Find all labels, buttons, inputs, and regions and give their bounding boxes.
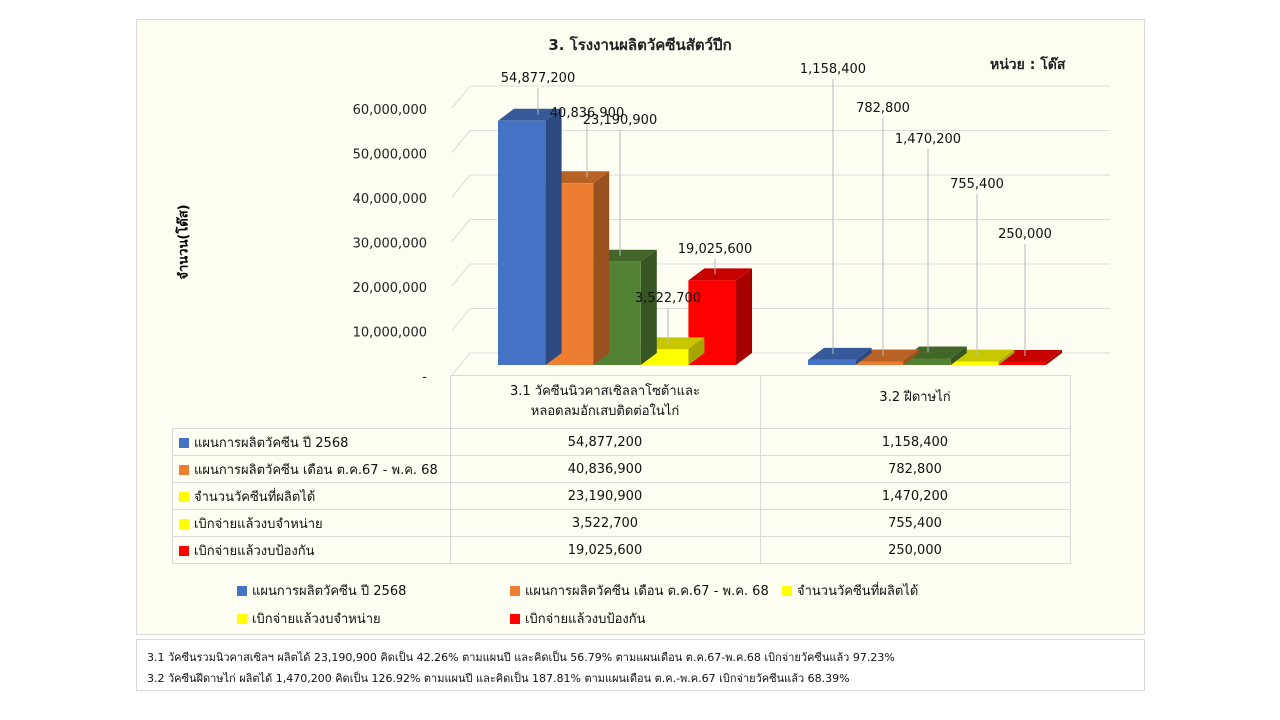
table-row: แผนการผลิตวัคซีน ปี 2568 54,877,200 1,15… (172, 428, 1071, 456)
cell-value: 1,470,200 (759, 482, 1071, 510)
bar-top (498, 108, 562, 121)
bar (903, 358, 951, 365)
y-tick-label: 30,000,000 (353, 237, 427, 252)
cell-value: 755,400 (759, 509, 1071, 537)
y-tick-label: 60,000,000 (353, 103, 427, 118)
cell-value: 782,800 (759, 455, 1071, 483)
bar-top (688, 268, 752, 281)
bar (808, 359, 856, 365)
bar-top (808, 347, 872, 360)
legend-swatch (237, 586, 247, 596)
bar (950, 361, 999, 365)
bar-side (855, 347, 872, 365)
gridline-side (451, 85, 471, 109)
table-header-row: 3.1 วัคซีนนิวคาสเซิลลาโซต้าและ หลอดลมอักเ… (172, 375, 1071, 429)
chart-title: 3. โรงงานผลิตวัคซีนสัตว์ปีก (548, 36, 732, 54)
data-label: 23,190,900 (583, 113, 657, 128)
data-label: 782,800 (856, 101, 910, 116)
bar-side (593, 171, 610, 365)
bar-side (736, 268, 752, 365)
column-header-3-2: 3.2 ฝีดาษไก่ (759, 375, 1071, 429)
table-row: เบิกจ่ายแล้วงบป้องกัน 19,025,600 250,000 (172, 536, 1071, 564)
bar-side (903, 349, 920, 365)
gridline-side (451, 352, 471, 376)
cell-value: 23,190,900 (449, 482, 761, 510)
gridline-side (451, 219, 471, 242)
cell-value: 19,025,600 (449, 536, 761, 564)
gridline-side (451, 174, 471, 198)
y-tick-label: 10,000,000 (353, 326, 427, 341)
row-label: แผนการผลิตวัคซีน ปี 2568 (172, 428, 451, 456)
data-label: 3,522,700 (635, 291, 701, 306)
data-table: 3.1 วัคซีนนิวคาสเซิลลาโซต้าและ หลอดลมอักเ… (172, 375, 1071, 564)
data-label: 19,025,600 (678, 242, 752, 257)
bar-side (640, 249, 657, 365)
data-label: 54,877,200 (501, 71, 575, 86)
row-label: เบิกจ่ายแล้วงบป้องกัน (172, 536, 451, 564)
legend-swatch (179, 464, 189, 475)
bar (998, 362, 1046, 365)
column-header-3-1: 3.1 วัคซีนนิวคาสเซิลลาโซต้าและ หลอดลมอักเ… (449, 375, 761, 429)
bar-side (545, 108, 562, 366)
cell-value: 3,522,700 (449, 509, 761, 537)
legend-swatch (782, 586, 792, 596)
bar-side (1046, 350, 1062, 365)
legend-swatch (179, 518, 189, 529)
legend-swatch (179, 545, 189, 556)
legend-item: เบิกจ่ายแล้วงบจำหน่าย (237, 608, 381, 629)
bar (498, 120, 546, 365)
legend-swatch (237, 614, 247, 624)
gridline-side (451, 308, 471, 331)
cell-value: 54,877,200 (449, 428, 761, 456)
gridline-side (451, 263, 471, 287)
data-label: 40,836,900 (550, 106, 624, 121)
table-row: เบิกจ่ายแล้วงบจำหน่าย 3,522,700 755,400 (172, 509, 1071, 537)
bar-side (950, 346, 967, 365)
legend-swatch (179, 437, 189, 448)
unit-label: หน่วย : โด๊ส (990, 57, 1066, 73)
note-3-1: 3.1 วัคซีนรวมนิวคาสเซิลฯ ผลิตได้ 23,190,… (147, 651, 895, 664)
y-tick-label: 40,000,000 (353, 192, 427, 207)
row-label: จำนวนวัคซีนที่ผลิตได้ (172, 482, 451, 510)
cell-value: 1,158,400 (759, 428, 1071, 456)
y-tick-label: 50,000,000 (353, 148, 427, 163)
y-tick-label: 20,000,000 (353, 281, 427, 296)
bar-top (903, 346, 967, 359)
legend-swatch (510, 614, 520, 624)
data-label: 755,400 (950, 177, 1004, 192)
cell-value: 40,836,900 (449, 455, 761, 483)
data-label: 1,470,200 (895, 132, 961, 147)
bar-side (688, 337, 705, 365)
notes-box: 3.1 วัคซีนรวมนิวคาสเซิลฯ ผลิตได้ 23,190,… (136, 639, 1145, 691)
legend-item: เบิกจ่ายแล้วงบป้องกัน (510, 608, 646, 629)
gridline-side (451, 130, 471, 153)
bar-side (998, 349, 1015, 365)
legend-swatch (179, 491, 189, 502)
data-label: 1,158,400 (800, 62, 866, 77)
table-row: แผนการผลิตวัคซีน เดือน ต.ค.67 - พ.ค. 68 … (172, 455, 1071, 483)
note-3-2: 3.2 วัคซีนฝีดาษไก่ ผลิตได้ 1,470,200 คิด… (147, 672, 850, 685)
legend-item: แผนการผลิตวัคซีน ปี 2568 (237, 580, 406, 601)
cell-value: 250,000 (759, 536, 1071, 564)
row-label: แผนการผลิตวัคซีน เดือน ต.ค.67 - พ.ค. 68 (172, 455, 451, 483)
bar (855, 361, 904, 365)
table-row: จำนวนวัคซีนที่ผลิตได้ 23,190,900 1,470,2… (172, 482, 1071, 510)
legend-swatch (510, 586, 520, 596)
row-label: เบิกจ่ายแล้วงบจำหน่าย (172, 509, 451, 537)
legend-item: แผนการผลิตวัคซีน เดือน ต.ค.67 - พ.ค. 68 (510, 580, 769, 601)
legend-item: จำนวนวัคซีนที่ผลิตได้ (782, 580, 918, 601)
data-label: 250,000 (998, 227, 1052, 242)
